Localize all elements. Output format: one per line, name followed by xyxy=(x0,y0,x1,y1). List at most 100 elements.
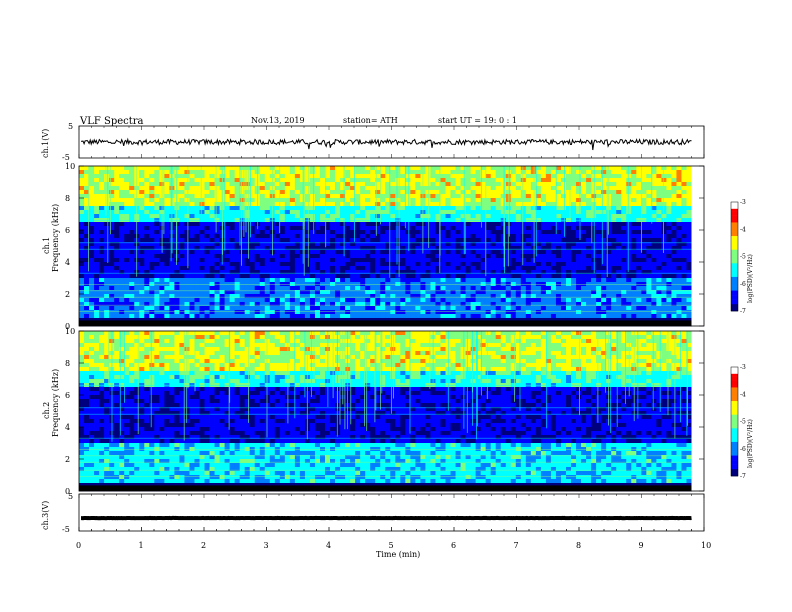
spec1-cell xyxy=(606,214,612,219)
spec1-cell xyxy=(244,198,251,203)
spec1-cell xyxy=(440,266,446,271)
spec1-cell xyxy=(470,246,477,251)
spec1-cell xyxy=(666,178,672,183)
spec1-cell xyxy=(340,270,346,275)
spec1-cell xyxy=(124,206,130,211)
spec1-cell xyxy=(119,182,125,187)
spec1-cell xyxy=(169,298,175,303)
spec1-cell xyxy=(370,286,376,291)
spec1-cell xyxy=(199,258,205,263)
spec1-cell xyxy=(525,318,532,323)
spec1-cell xyxy=(686,214,692,219)
spec1-cell xyxy=(264,226,271,231)
spec1-cell xyxy=(495,226,502,231)
spec1-cell xyxy=(84,166,90,171)
spec1-cell xyxy=(530,222,537,227)
spec1-cell xyxy=(450,258,456,263)
spec1-cell xyxy=(510,294,517,299)
spec1-cell xyxy=(294,314,301,319)
spec1-cell xyxy=(490,194,497,199)
spec1-cell xyxy=(565,274,572,279)
spec1-cell xyxy=(435,238,441,243)
spec1-cell xyxy=(360,310,366,315)
spec1-cell xyxy=(179,206,185,211)
spec1-cell xyxy=(314,266,321,271)
spec1-cell xyxy=(330,318,336,323)
spec1-cell xyxy=(229,318,236,323)
spec1-cell xyxy=(119,266,125,271)
spec1-cell xyxy=(540,246,547,251)
spec1-cell xyxy=(651,234,657,239)
spec1-cell xyxy=(89,246,95,251)
spec1-cell xyxy=(119,214,125,219)
spec1-cell xyxy=(646,242,652,247)
spec1-cell xyxy=(631,222,637,227)
spec1-cell xyxy=(666,246,672,251)
spec1-cell xyxy=(209,194,215,199)
spec1-cell xyxy=(154,186,160,191)
spec1-cell xyxy=(184,310,190,315)
spec1-cell xyxy=(435,230,441,235)
spec1-cell xyxy=(194,314,200,319)
spec1-cell xyxy=(204,258,210,263)
spec1-cell xyxy=(530,210,537,215)
spec1-cell xyxy=(214,210,220,215)
spec1-cell xyxy=(380,226,386,231)
spec1-cell xyxy=(294,310,301,315)
spec1-cell xyxy=(84,226,90,231)
spec1-cell xyxy=(330,254,336,259)
spec1-cell xyxy=(576,266,582,271)
spec1-cell xyxy=(560,250,567,255)
spec1-cell xyxy=(325,222,331,227)
spec1-cell xyxy=(350,210,356,215)
spec1-cell xyxy=(390,302,396,307)
spec1-cell xyxy=(169,258,175,263)
spec1-cell xyxy=(651,242,657,247)
spec1-cell xyxy=(550,214,557,219)
spec1-cell xyxy=(229,254,236,259)
spec1-cell xyxy=(395,210,401,215)
spec1-cell xyxy=(269,306,276,311)
spec1-cell xyxy=(204,306,210,311)
spec1-cell xyxy=(109,254,115,259)
spec1-cell xyxy=(545,202,552,207)
spec1-cell xyxy=(99,170,105,175)
spec1-cell xyxy=(535,210,542,215)
spec1-cell xyxy=(304,238,311,243)
spec1-cell xyxy=(485,230,492,235)
spec1-cell xyxy=(79,194,85,199)
spec1-cell xyxy=(425,278,431,283)
spec1-cell xyxy=(540,286,547,291)
spec1-cell xyxy=(485,262,492,267)
spec1-cell xyxy=(470,298,477,303)
spec1-cell xyxy=(681,214,687,219)
spec1-cell xyxy=(415,166,421,171)
spec1-cell xyxy=(134,290,140,295)
spec1-cell xyxy=(601,310,607,315)
spec1-cell xyxy=(194,286,200,291)
spec1-cell xyxy=(279,194,286,199)
spec1-cell xyxy=(490,166,497,171)
spec1-cell xyxy=(586,194,592,199)
spec1-cell xyxy=(626,254,632,259)
spec1-cell xyxy=(475,302,482,307)
spec1-cell xyxy=(229,262,236,267)
spec1-cell xyxy=(661,166,667,171)
spec1-cell xyxy=(184,274,190,279)
spec1-cell xyxy=(380,230,386,235)
spec1-cell xyxy=(289,246,296,251)
spec1-cell xyxy=(144,242,150,247)
spec1-cell xyxy=(104,202,110,207)
spec1-cell xyxy=(576,310,582,315)
spec1-cell xyxy=(661,210,667,215)
spec1-cell xyxy=(611,202,617,207)
spec1-cell xyxy=(545,274,552,279)
spec1-cell xyxy=(309,198,316,203)
spec1-cell xyxy=(525,246,532,251)
spec1-cell xyxy=(259,230,266,235)
spec1-cell xyxy=(405,230,411,235)
spec1-cell xyxy=(94,262,100,267)
spec1-cell xyxy=(525,186,532,191)
spec1-cell xyxy=(380,210,386,215)
spec1-cell xyxy=(314,222,321,227)
